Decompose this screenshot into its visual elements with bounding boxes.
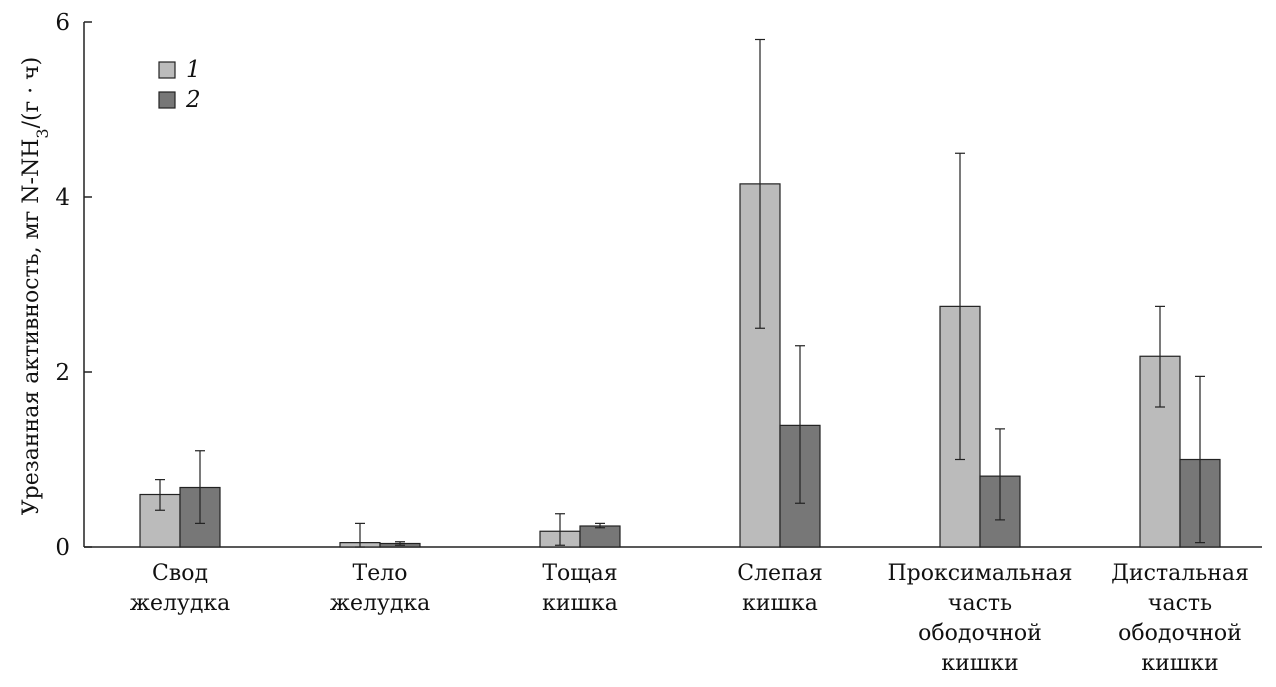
- y-tick-label: 6: [55, 10, 70, 36]
- category-labels: Свод желудка Тело желудка Тощая кишка Слепая ки…: [130, 561, 1249, 676]
- category-label: Тощая кишка: [542, 561, 618, 616]
- axes: [83, 22, 1262, 548]
- category-label: Проксимальная часть ободочной кишки: [887, 561, 1072, 676]
- legend-label-2: 2: [185, 87, 201, 113]
- bar-series-2-cat-3: [579, 525, 621, 548]
- legend-swatch-1: [158, 61, 176, 79]
- legend: 12: [158, 57, 201, 113]
- y-tick-label: 4: [55, 185, 70, 211]
- category-label: Тело желудка: [330, 561, 431, 616]
- legend-label-1: 1: [186, 57, 201, 83]
- category-label: Свод желудка: [130, 561, 231, 616]
- y-axis-label: Урезанная активность, мг N-NH3/(г · ч): [19, 57, 52, 515]
- category-label: Дистальная часть ободочной кишки: [1111, 561, 1249, 676]
- legend-swatch-2: [158, 91, 176, 109]
- y-ticks: 0 2 4 6: [55, 10, 92, 561]
- y-tick-label: 0: [55, 535, 70, 561]
- bars: [139, 183, 1221, 548]
- error-bars: [155, 38, 1205, 548]
- y-tick-label: 2: [55, 360, 70, 386]
- category-label: Слепая кишка: [737, 561, 823, 616]
